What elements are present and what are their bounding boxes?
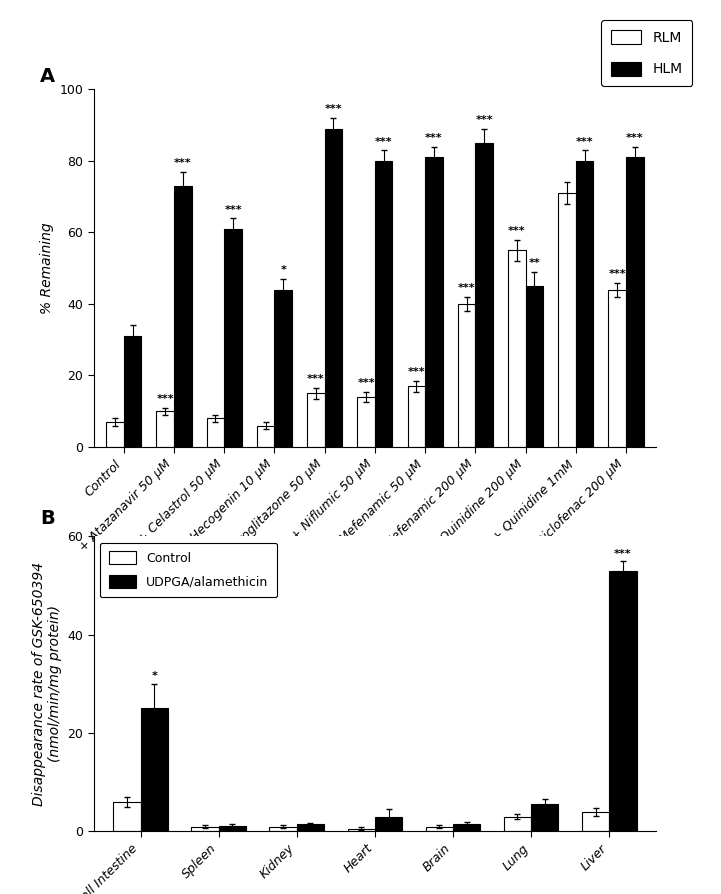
Text: ***: *** (458, 283, 475, 293)
Legend: Control, UDPGA/alamethicin: Control, UDPGA/alamethicin (100, 543, 278, 597)
Bar (458, 304, 475, 447)
Text: A: A (40, 67, 56, 86)
Text: ***: *** (307, 375, 324, 384)
Bar (582, 812, 609, 831)
Bar (425, 157, 443, 447)
Bar (375, 161, 392, 447)
Bar (425, 826, 453, 831)
Text: ***: *** (425, 133, 443, 143)
Legend: RLM, HLM: RLM, HLM (601, 21, 692, 86)
Text: ***: *** (576, 137, 593, 147)
Bar (508, 250, 526, 447)
Bar (124, 336, 141, 447)
Bar (626, 157, 644, 447)
Bar (275, 290, 292, 447)
Bar (609, 290, 626, 447)
Bar (113, 802, 141, 831)
Bar (375, 817, 402, 831)
Text: ***: *** (614, 549, 632, 559)
Text: ***: *** (358, 378, 375, 388)
Bar (526, 286, 543, 447)
Text: ***: *** (407, 367, 425, 377)
Bar (218, 825, 246, 831)
Bar (358, 397, 375, 447)
Y-axis label: % Remaining: % Remaining (40, 223, 54, 314)
Text: ***: *** (156, 394, 174, 404)
Bar (141, 708, 168, 831)
Text: ***: *** (174, 158, 192, 168)
Bar (324, 129, 342, 447)
Bar (407, 386, 425, 447)
Text: ***: *** (324, 105, 342, 114)
Text: **: ** (528, 258, 540, 268)
Bar (453, 824, 480, 831)
Bar (224, 229, 242, 447)
Bar (558, 193, 576, 447)
Bar (609, 570, 637, 831)
Bar (531, 805, 559, 831)
Text: ***: *** (626, 133, 644, 143)
Bar (257, 426, 275, 447)
Bar (270, 826, 297, 831)
Bar (475, 143, 493, 447)
Text: B: B (40, 509, 55, 527)
Bar (106, 422, 124, 447)
Text: ***: *** (609, 269, 626, 279)
Text: *: * (280, 266, 286, 275)
Bar (307, 393, 324, 447)
Bar (348, 829, 375, 831)
Bar (174, 186, 192, 447)
Bar (207, 418, 224, 447)
Bar (191, 826, 218, 831)
Text: ***: *** (508, 226, 526, 236)
Text: ***: *** (375, 137, 392, 147)
Bar (156, 411, 174, 447)
Text: ***: *** (475, 115, 493, 125)
Bar (297, 824, 324, 831)
Y-axis label: Disappearance rate of GSK-650394
(nmol/min/mg protein): Disappearance rate of GSK-650394 (nmol/m… (32, 561, 62, 806)
Text: ***: *** (224, 205, 242, 215)
Bar (576, 161, 593, 447)
Bar (504, 817, 531, 831)
Text: *: * (151, 671, 157, 681)
